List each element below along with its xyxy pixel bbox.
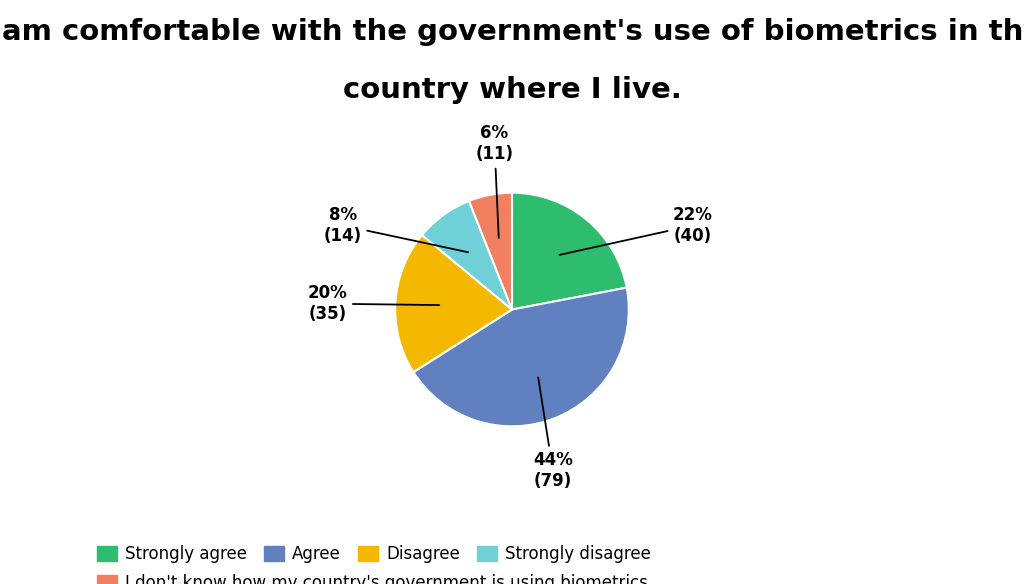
Wedge shape [469, 193, 512, 310]
Legend: I don't know how my country's government is using biometrics: I don't know how my country's government… [90, 568, 654, 584]
Wedge shape [414, 288, 629, 426]
Wedge shape [512, 193, 627, 310]
Text: 22%
(40): 22% (40) [559, 206, 713, 255]
Wedge shape [395, 235, 512, 372]
Legend: Strongly agree, Agree, Disagree, Strongly disagree: Strongly agree, Agree, Disagree, Strongl… [90, 538, 657, 570]
Text: I am comfortable with the government's use of biometrics in the: I am comfortable with the government's u… [0, 18, 1024, 46]
Text: 44%
(79): 44% (79) [532, 377, 572, 490]
Text: country where I live.: country where I live. [343, 76, 681, 104]
Text: 6%
(11): 6% (11) [475, 124, 513, 238]
Text: 20%
(35): 20% (35) [307, 284, 439, 323]
Wedge shape [422, 201, 512, 310]
Text: 8%
(14): 8% (14) [324, 206, 468, 252]
